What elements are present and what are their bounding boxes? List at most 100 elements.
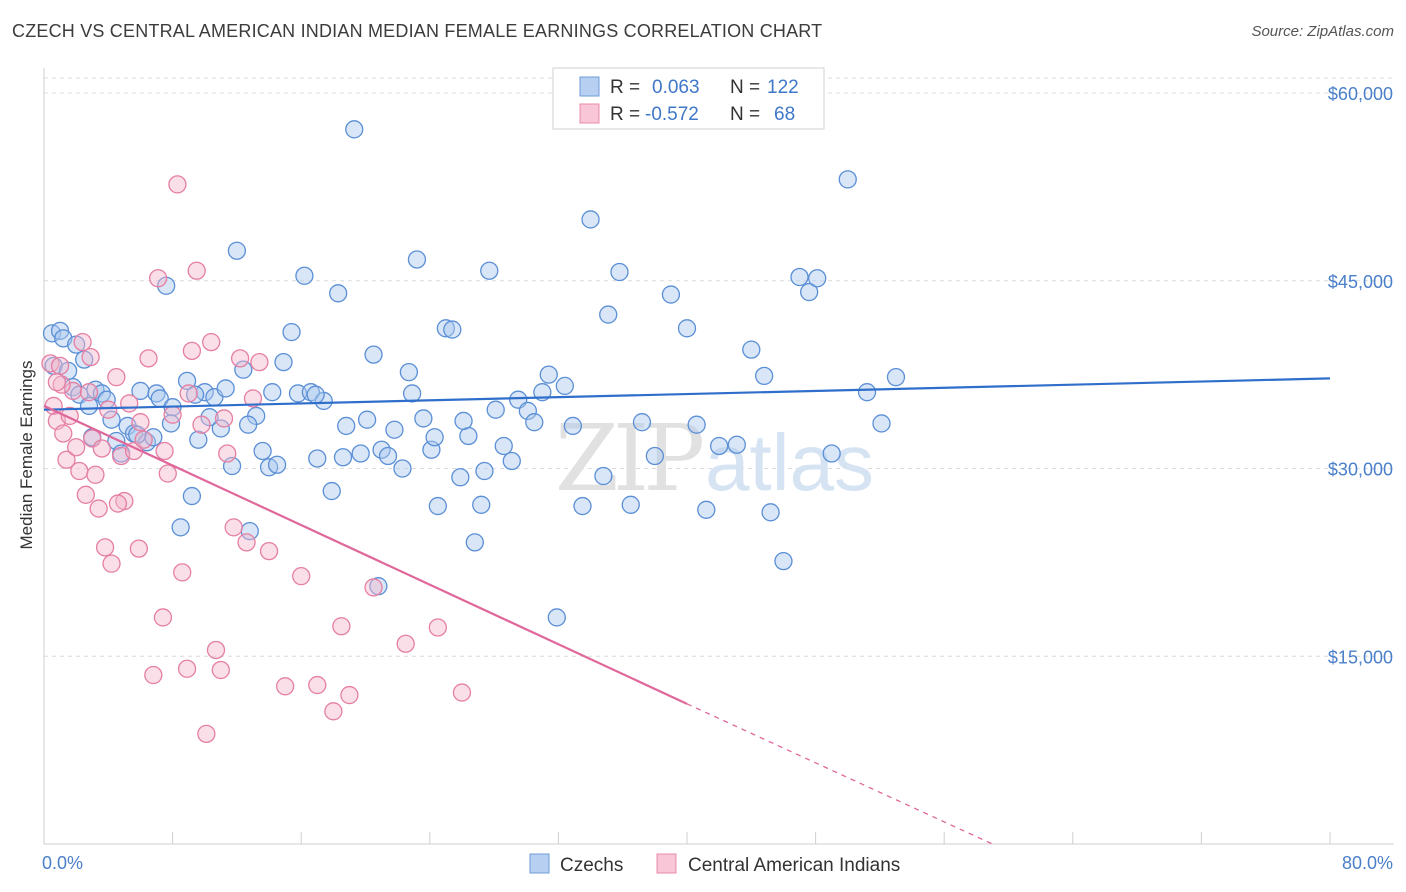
czech-point-70 xyxy=(465,533,484,552)
cai-point-14 xyxy=(86,465,105,484)
czech-point-107 xyxy=(857,383,877,402)
czech-point-108 xyxy=(872,414,891,433)
czech-point-51 xyxy=(329,284,348,303)
czech-point-90 xyxy=(632,413,652,432)
cai-point-36 xyxy=(182,341,202,361)
czech-point-93 xyxy=(677,319,697,338)
cai-point-29 xyxy=(148,269,168,288)
series-czechs xyxy=(42,120,906,627)
cai-point-50 xyxy=(275,677,295,696)
czech-point-116 xyxy=(306,385,325,404)
cai-point-32 xyxy=(163,405,182,424)
czech-point-98 xyxy=(742,340,761,359)
x-tick-labels: 0.0% 80.0% xyxy=(42,853,1393,873)
czech-point-87 xyxy=(599,305,618,324)
czech-point-28 xyxy=(182,486,202,506)
czech-point-105 xyxy=(822,444,841,463)
cai-point-56 xyxy=(364,578,383,597)
cai-point-48 xyxy=(250,352,269,372)
cai-point-51 xyxy=(292,567,311,586)
czech-point-43 xyxy=(274,352,293,372)
x-tick-label-1: 80.0% xyxy=(1342,853,1393,873)
czech-point-50 xyxy=(322,481,341,501)
czech-point-101 xyxy=(774,551,793,571)
y-tick-label-3: $60,000 xyxy=(1328,84,1393,104)
cai-point-41 xyxy=(206,640,226,660)
bottom-legend-czechs: Czechs xyxy=(560,855,623,876)
czech-point-53 xyxy=(345,120,364,139)
cai-point-12 xyxy=(79,383,99,402)
cai-point-8 xyxy=(67,438,86,457)
cai-point-45 xyxy=(230,349,250,368)
czech-point-103 xyxy=(800,282,819,302)
y-tick-labels: $15,000 $30,000 $45,000 $60,000 xyxy=(1328,84,1393,667)
legend-r-label-1: R = xyxy=(610,77,640,98)
czech-point-29 xyxy=(189,430,208,449)
czech-point-94 xyxy=(687,415,706,434)
czech-point-74 xyxy=(494,436,513,456)
trend-line-cai xyxy=(43,404,688,705)
cai-point-10 xyxy=(73,332,92,352)
bottom-legend: Czechs Central American Indians xyxy=(529,853,900,876)
axes xyxy=(43,68,1394,845)
cai-point-38 xyxy=(192,415,211,434)
cai-point-33 xyxy=(168,175,187,194)
cai-point-65 xyxy=(179,384,198,403)
trend-lines xyxy=(43,377,1331,845)
y-axis-label: Median Female Earnings xyxy=(17,361,36,550)
cai-point-61 xyxy=(81,347,100,367)
czech-point-72 xyxy=(480,261,499,280)
bottom-legend-swatch-cai xyxy=(656,853,677,874)
cai-point-9 xyxy=(70,461,89,481)
cai-point-66 xyxy=(214,409,234,428)
czech-point-68 xyxy=(451,468,470,487)
czech-point-44 xyxy=(282,322,301,342)
x-tick-label-0: 0.0% xyxy=(42,853,83,873)
cai-point-26 xyxy=(134,430,153,449)
czech-point-65 xyxy=(428,496,447,516)
czech-point-77 xyxy=(518,401,538,421)
czech-point-63 xyxy=(414,409,433,428)
cai-point-42 xyxy=(211,660,230,680)
czech-point-85 xyxy=(581,210,600,229)
czech-point-54 xyxy=(351,444,370,463)
czech-point-104 xyxy=(808,269,827,288)
czech-point-99 xyxy=(755,366,774,386)
trend-line-czechs xyxy=(43,377,1331,411)
czech-point-73 xyxy=(486,400,505,419)
czech-point-9 xyxy=(79,396,99,416)
legend-n-value-1: 122 xyxy=(767,77,799,98)
cai-point-16 xyxy=(92,439,112,458)
czech-point-56 xyxy=(364,345,383,364)
cai-point-17 xyxy=(95,538,115,557)
czech-point-26 xyxy=(171,518,190,537)
series-central-american-indians xyxy=(41,175,472,744)
cai-point-60 xyxy=(52,375,71,394)
czech-point-86 xyxy=(594,466,613,486)
y-tick-label-2: $45,000 xyxy=(1328,272,1393,292)
czech-point-80 xyxy=(539,365,558,384)
czech-point-59 xyxy=(385,420,404,439)
cai-point-20 xyxy=(107,367,126,387)
czech-point-96 xyxy=(710,436,729,456)
czech-point-84 xyxy=(573,496,592,516)
cai-point-5 xyxy=(57,450,76,469)
legend-box: R = 0.063 N = 122 R = -0.572 N = 68 xyxy=(552,67,825,130)
cai-point-43 xyxy=(218,444,237,463)
cai-point-18 xyxy=(99,400,118,419)
legend-n-label-2: N = xyxy=(730,104,760,125)
legend-n-label-1: N = xyxy=(730,77,760,98)
y-tick-label-0: $15,000 xyxy=(1328,647,1393,667)
czech-point-119 xyxy=(475,461,494,481)
cai-point-35 xyxy=(177,659,197,678)
czech-point-78 xyxy=(525,413,544,432)
cai-point-30 xyxy=(153,608,173,627)
cai-point-3 xyxy=(50,356,70,376)
czech-point-34 xyxy=(216,379,235,398)
czech-point-100 xyxy=(761,503,780,522)
czech-point-61 xyxy=(399,362,419,382)
czech-point-42 xyxy=(267,455,287,474)
cai-point-53 xyxy=(324,702,343,721)
czech-point-66 xyxy=(436,319,456,338)
